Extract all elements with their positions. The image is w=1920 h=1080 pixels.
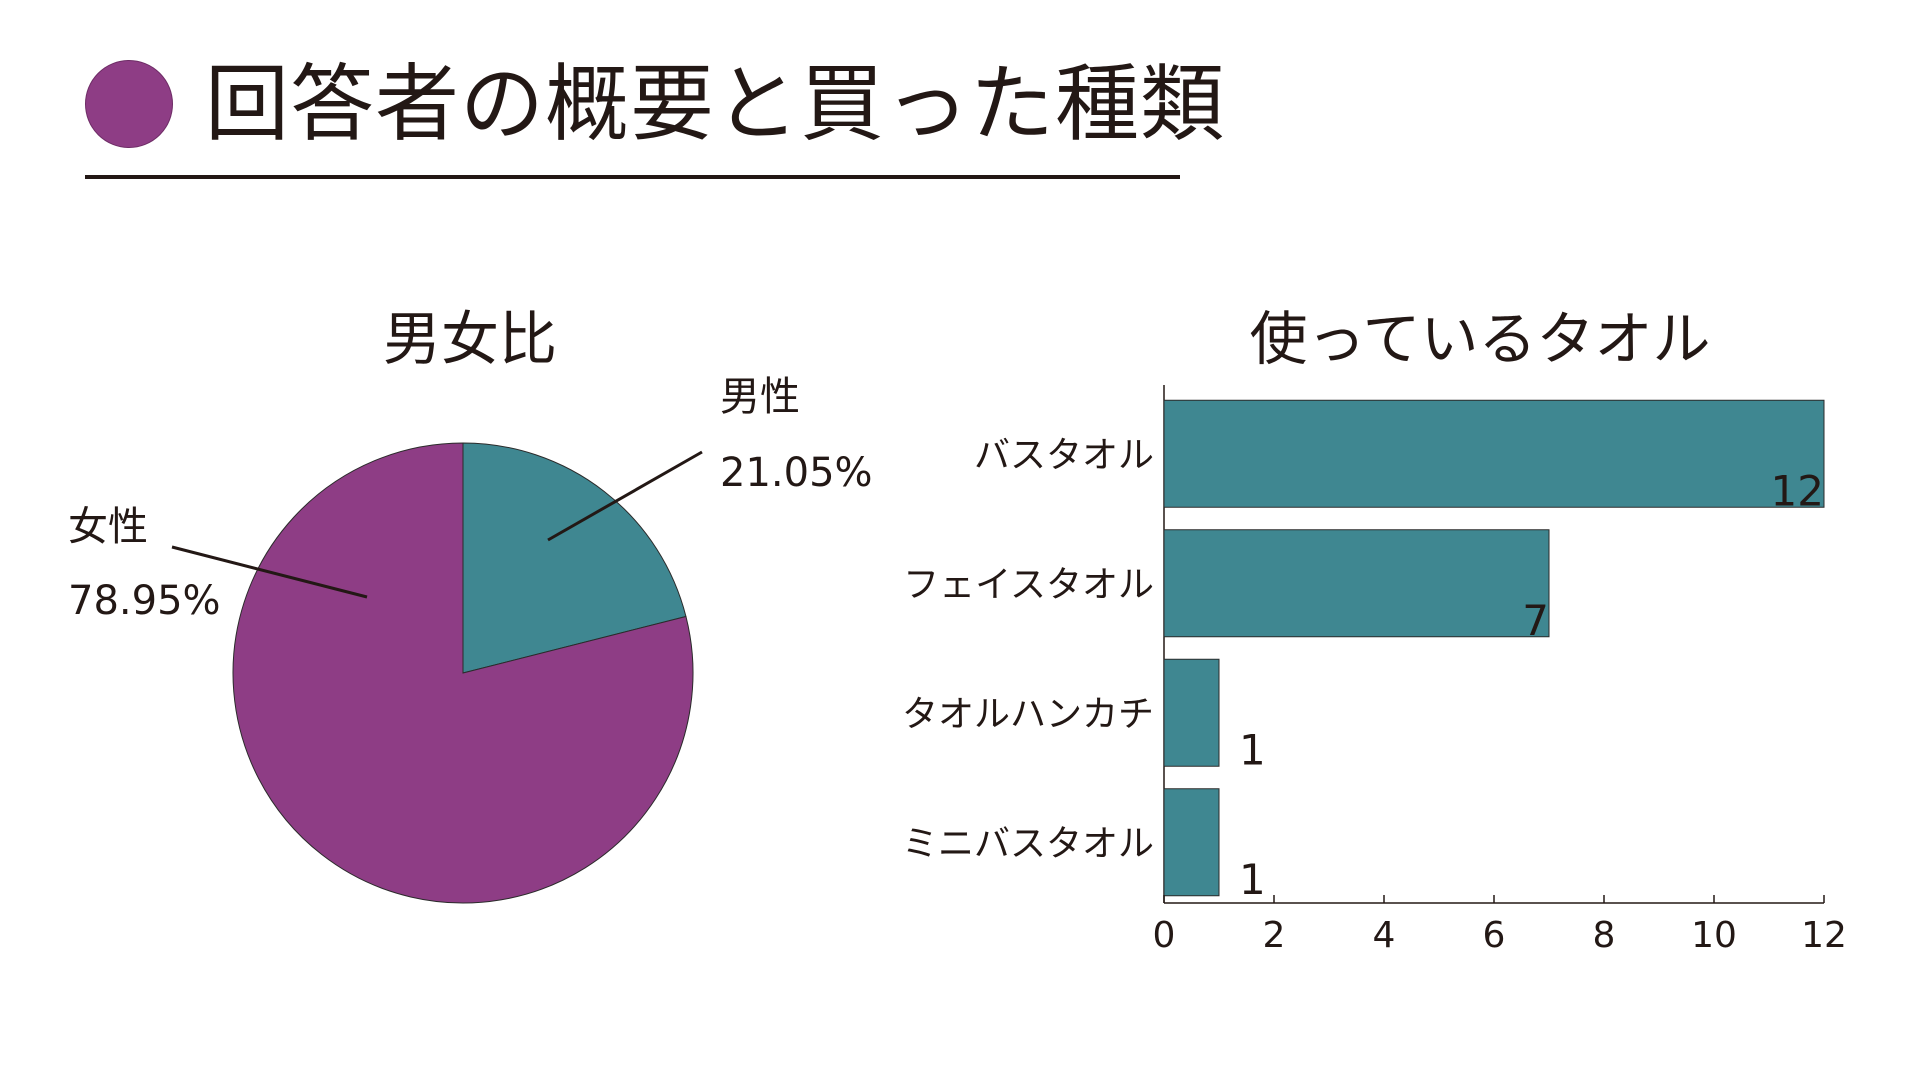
pie-slice-male (462, 442, 687, 674)
x-tick-label: 4 (1373, 915, 1396, 956)
pie-label-male: 男性 (720, 374, 800, 420)
bar-value-label: 7 (1522, 596, 1549, 645)
x-tick-label: 8 (1593, 915, 1616, 956)
x-tick-label: 12 (1801, 915, 1847, 956)
bar-value-label: 12 (1771, 466, 1824, 515)
pie-chart-title: 男女比 (382, 305, 557, 373)
pie-slice-female (232, 442, 694, 904)
x-tick-label: 10 (1691, 915, 1737, 956)
page-title: 回答者の概要と買った種類 (205, 55, 1226, 153)
x-tick-label: 2 (1263, 915, 1286, 956)
bar-category-label: バスタオル (974, 435, 1154, 476)
bar-value-label: 1 (1239, 855, 1266, 904)
bar-1 (1163, 399, 1825, 508)
title-bullet-dot (85, 60, 173, 148)
x-tick-label: 6 (1483, 915, 1506, 956)
bar-chart-title: 使っているタオル (1249, 305, 1711, 373)
title-underline (85, 175, 1180, 179)
pie-label-female: 女性 (68, 504, 148, 550)
pie-leader-line-female (171, 545, 368, 599)
bar-value-label: 1 (1239, 725, 1266, 774)
bar-3 (1163, 658, 1220, 767)
bar-category-label: ミニバスタオル (902, 823, 1154, 864)
pie-value-label-male: 21.05% (720, 450, 873, 496)
bar-category-label: タオルハンカチ (902, 694, 1154, 735)
pie-leader-line-male (547, 450, 703, 542)
bar-2 (1163, 529, 1550, 638)
bar-4 (1163, 788, 1220, 897)
pie-value-label-female: 78.95% (68, 578, 221, 624)
x-tick-label: 0 (1153, 915, 1176, 956)
bar-category-label: フェイスタオル (903, 564, 1154, 605)
